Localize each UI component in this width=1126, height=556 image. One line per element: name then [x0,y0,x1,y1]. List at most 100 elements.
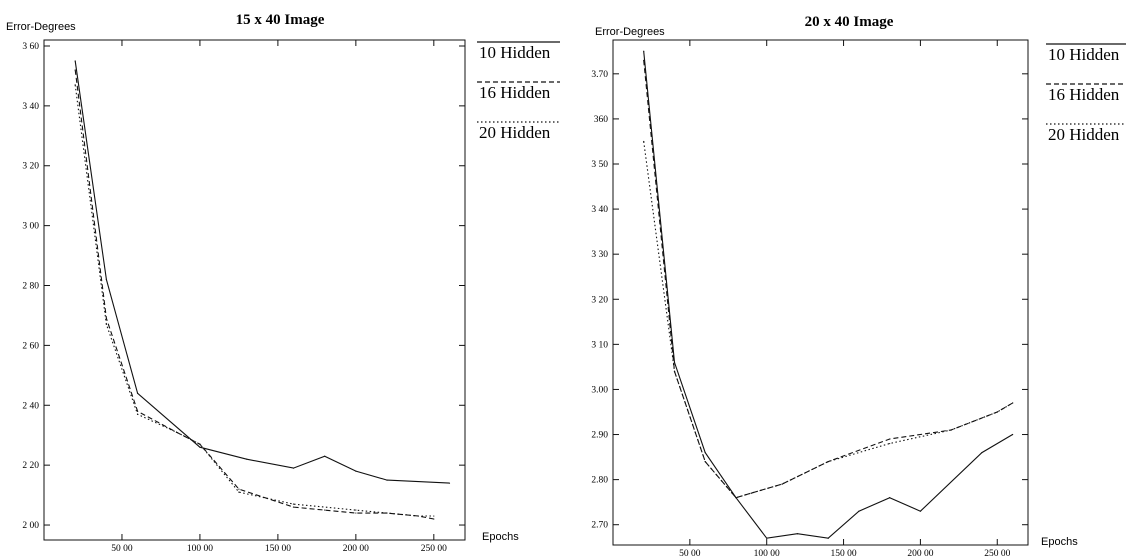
line-chart-20x40: 20 x 40 Image Error-Degrees Epochs 2.70 2.80… [591,14,1126,556]
y-tick-label: 2 00 [22,521,39,531]
legend-label: 20 Hidden [1048,125,1120,144]
data-point [781,483,783,485]
data-point [136,413,139,415]
x-tick-label: 200 00 [907,549,933,556]
y-tick-label: 3 60 [22,42,39,52]
data-point [1012,433,1014,436]
y-tick-label: 3.00 [591,385,608,395]
series-line-10-hidden [74,60,450,484]
x-tick-label: 250 00 [984,549,1010,556]
data-point [292,503,295,505]
chart-title: 15 x 40 Image [236,12,325,28]
y-tick-label: 2.90 [591,431,608,441]
y-tick-label: 3 10 [591,340,608,350]
data-point [355,509,357,511]
y-tick-label: 2 20 [22,461,39,471]
series-line-16-hidden [74,69,434,520]
data-point [417,515,419,517]
series-line-20-hidden [74,84,434,517]
x-tick-label: 100 00 [187,544,213,554]
data-point [433,518,435,520]
data-point [199,443,201,445]
data-point [74,69,76,71]
x-axis-label: Epochs [1041,536,1078,548]
series-line-10-hidden [643,51,1013,539]
data-point [996,411,998,413]
series-line-20-hidden [643,141,1013,499]
y-tick-label: 3 40 [22,102,39,112]
data-point [643,59,645,61]
data-point [448,482,451,484]
data-point [246,458,248,460]
data-point [105,317,107,320]
data-point [827,537,829,539]
series-line-16-hidden [643,60,1013,499]
data-point [355,512,357,514]
data-point [74,84,76,86]
x-tick-label: 100 00 [754,549,780,556]
x-axis-label: Epochs [482,531,519,543]
data-point [704,460,706,463]
data-point [766,537,768,539]
data-point [858,510,860,512]
data-point [238,491,240,493]
data-point [889,442,891,445]
chart-panel-20x40: 20 x 40 Image Error-Degrees Epochs 2.70 2.80… [563,0,1126,556]
y-tick-label: 2 80 [22,282,39,292]
x-tick-label: 150 00 [830,549,856,556]
data-point [324,509,326,511]
data-point [827,460,829,463]
data-point [136,392,139,394]
y-tick-label: 3.70 [591,70,608,80]
data-point [673,361,676,363]
data-point [199,446,201,448]
data-point [643,140,645,143]
legend-label: 16 Hidden [1048,85,1120,104]
data-point [355,470,357,472]
data-point [796,533,799,535]
data-point [292,506,295,508]
x-tick-label: 200 00 [343,544,369,554]
data-point [105,323,107,326]
data-point [136,410,139,412]
data-point [238,488,240,490]
data-point [673,370,676,373]
data-point [981,451,983,454]
x-tick-label: 50 00 [111,544,133,554]
x-tick-label: 150 00 [265,544,291,554]
y-tick-label: 3 20 [591,295,608,305]
data-point [1012,402,1014,404]
data-point [292,467,295,469]
data-point [704,451,706,454]
legend-label: 20 Hidden [479,123,551,142]
y-axis-label: Error-Degrees [595,26,665,38]
chart-panel-15x40: 15 x 40 Image Error-Degrees Epochs 2 00 2 20… [6,12,560,554]
y-tick-label: 3 40 [591,205,608,215]
legend-label: 10 Hidden [479,43,551,62]
y-axis-label: Error-Degrees [6,21,76,33]
data-point [175,431,178,433]
data-point [643,50,645,52]
y-tick-label: 360 [594,115,609,125]
data-point [105,278,107,281]
y-tick-label: 2 40 [22,401,39,411]
legend-label: 16 Hidden [479,83,551,102]
y-tick-label: 3 20 [22,162,39,172]
data-point [889,438,891,440]
data-point [950,429,952,431]
legend-label: 10 Hidden [1048,45,1120,64]
data-point [324,455,326,457]
line-chart-15x40: 15 x 40 Image Error-Degrees Epochs 2 00 2 20… [6,12,560,554]
data-point [750,492,752,494]
y-tick-label: 2 60 [22,341,39,351]
data-point [889,497,891,499]
plot-frame [43,39,466,541]
data-point [919,510,922,512]
x-tick-label: 250 00 [421,544,447,554]
y-tick-label: 2.70 [591,521,608,531]
data-point [735,497,737,499]
y-tick-label: 3 50 [591,160,608,170]
plot-frame [612,39,1029,546]
data-point [74,60,76,62]
y-tick-label: 3 30 [591,250,608,260]
